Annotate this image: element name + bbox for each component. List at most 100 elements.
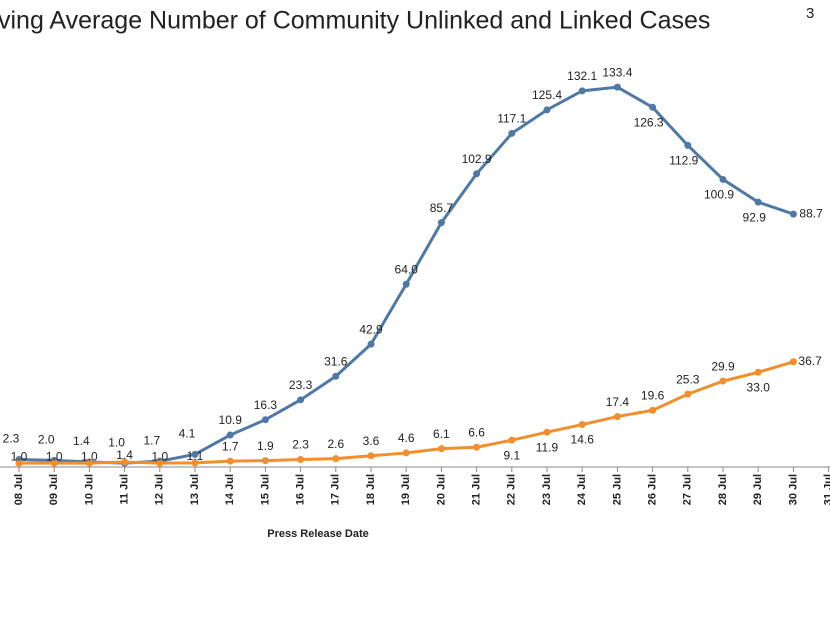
point — [226, 457, 234, 465]
point — [684, 141, 692, 149]
value-label: 16.3 — [254, 398, 278, 412]
point — [789, 210, 797, 218]
point — [578, 421, 586, 429]
x-tick-label: 19 Jul — [400, 474, 412, 505]
x-tick-label: 14 Jul — [224, 474, 236, 505]
point — [367, 452, 375, 460]
value-label: 29.9 — [711, 359, 735, 373]
x-axis-title: Press Release Date — [267, 528, 369, 540]
x-tick-label: 27 Jul — [682, 474, 694, 505]
value-label: 25.3 — [676, 372, 700, 386]
point — [226, 431, 234, 439]
x-tick-label: 10 Jul — [83, 474, 95, 505]
value-label: 112.9 — [669, 154, 698, 168]
value-label: 1.7 — [143, 433, 160, 447]
point — [437, 219, 445, 227]
point — [191, 450, 199, 458]
point — [191, 459, 199, 467]
point — [789, 358, 797, 366]
value-label: 85.7 — [430, 201, 454, 215]
x-tick-label: 30 Jul — [787, 474, 799, 505]
x-tick-label: 24 Jul — [576, 474, 588, 505]
x-tick-label: 26 Jul — [647, 474, 659, 505]
point — [543, 106, 551, 114]
point — [649, 103, 657, 111]
value-label: 1.0 — [151, 449, 168, 463]
value-label: 1.4 — [116, 448, 133, 462]
point — [649, 406, 657, 414]
point — [85, 459, 93, 467]
point — [437, 445, 445, 453]
x-tick-label: 25 Jul — [611, 474, 623, 505]
value-label: 23.3 — [289, 378, 313, 392]
value-label: 2.3 — [3, 432, 20, 446]
value-label: 2.0 — [38, 432, 55, 446]
x-tick-label: 18 Jul — [365, 474, 377, 505]
point — [613, 83, 621, 91]
point — [508, 436, 516, 444]
point — [719, 175, 727, 183]
point — [578, 87, 586, 95]
point — [50, 459, 58, 467]
value-label: 1.0 — [108, 435, 125, 449]
x-tick-label: 21 Jul — [471, 474, 483, 505]
value-label: 126.3 — [634, 115, 664, 129]
point — [754, 198, 762, 206]
value-label: 19.6 — [641, 389, 665, 403]
x-tick-label: 17 Jul — [330, 474, 342, 505]
value-label: 117.1 — [497, 112, 526, 126]
value-label: 36.7 — [798, 354, 822, 368]
value-label: 92.9 — [743, 210, 767, 224]
point — [297, 396, 305, 404]
value-label: 42.9 — [359, 322, 383, 336]
value-label: 9.1 — [503, 448, 520, 462]
title-superscript: 3 — [806, 5, 814, 22]
value-label: 11.9 — [536, 440, 559, 454]
value-label: 4.1 — [179, 427, 196, 441]
value-label: 14.6 — [571, 433, 595, 447]
x-tick-label: 29 Jul — [752, 474, 764, 505]
point — [402, 280, 410, 288]
chart-title: ving Average Number of Community Unlinke… — [0, 7, 710, 35]
point — [121, 458, 129, 466]
point — [508, 129, 516, 137]
value-label: 88.7 — [799, 206, 823, 220]
point — [613, 413, 621, 421]
point — [367, 340, 375, 348]
point — [473, 443, 481, 451]
value-label: 1.0 — [46, 449, 63, 463]
value-label: 1.7 — [222, 439, 239, 453]
point — [719, 377, 727, 385]
value-label: 2.3 — [292, 438, 309, 452]
point — [156, 459, 164, 467]
x-tick-label: 20 Jul — [435, 474, 447, 505]
value-label: 4.6 — [398, 431, 415, 445]
point — [297, 455, 305, 463]
value-label: 31.6 — [324, 354, 348, 368]
point — [402, 449, 410, 457]
value-label: 125.4 — [532, 88, 562, 102]
x-tick-label: 08 Jul — [13, 474, 25, 505]
value-label: 133.4 — [602, 65, 632, 79]
x-tick-label: 15 Jul — [259, 474, 271, 505]
value-label: 33.0 — [747, 380, 771, 394]
x-tick-label: 31 Jul — [823, 474, 830, 505]
value-label: 1.0 — [11, 449, 28, 463]
value-label: 6.6 — [468, 425, 485, 439]
value-label: 1.4 — [73, 434, 90, 448]
point — [261, 416, 269, 424]
value-label: 64.0 — [395, 262, 419, 276]
x-tick-label: 09 Jul — [48, 474, 60, 505]
value-label: 17.4 — [606, 395, 630, 409]
value-label: 1.9 — [257, 439, 274, 453]
point — [473, 170, 481, 178]
x-tick-label: 22 Jul — [506, 474, 518, 505]
value-label: 2.6 — [327, 437, 344, 451]
value-label: 1.0 — [81, 449, 98, 463]
value-label: 3.6 — [363, 434, 380, 448]
x-tick-label: 11 Jul — [119, 474, 131, 505]
point — [332, 372, 340, 380]
x-tick-label: 28 Jul — [717, 474, 729, 505]
value-label: 1.1 — [187, 449, 204, 463]
